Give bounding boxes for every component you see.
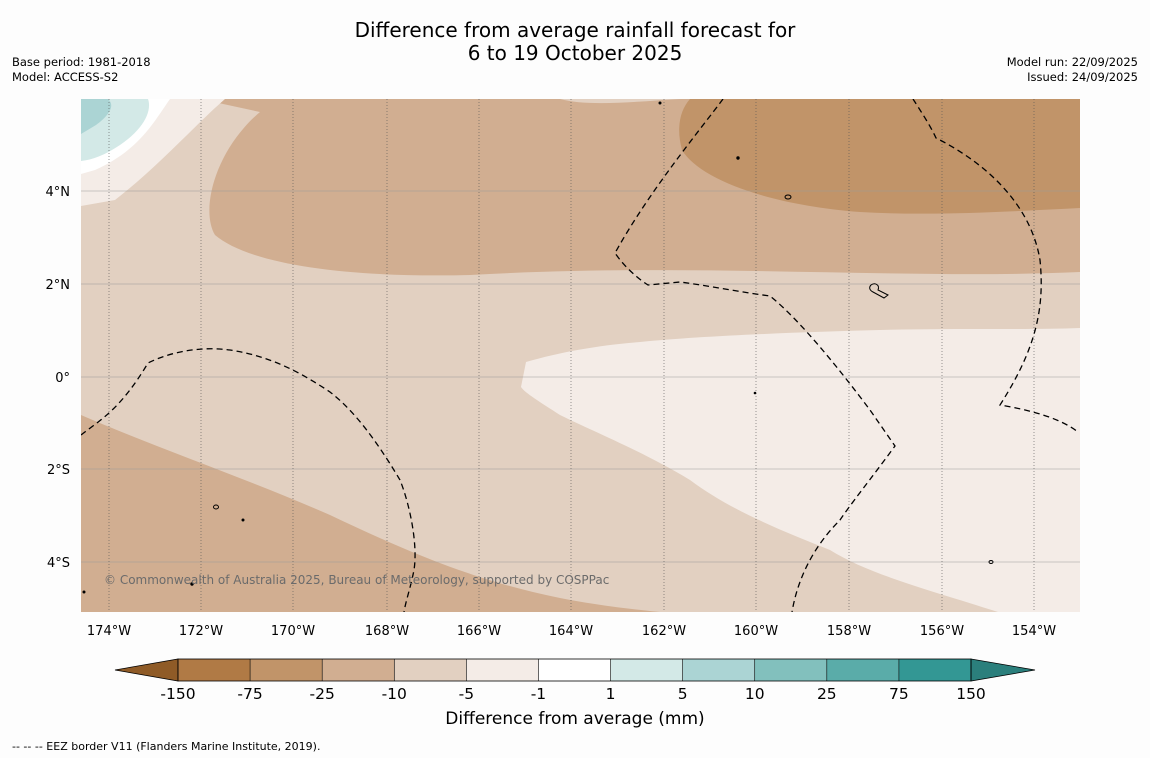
meta-left: Base period: 1981-2018 Model: ACCESS-S2	[12, 55, 151, 85]
lat-label: 4°N	[46, 185, 71, 200]
colorbar-segment-p10_25	[754, 659, 827, 681]
colorbar-segment-m1_1	[538, 659, 611, 681]
colorbar-tick-label: 1	[606, 685, 616, 703]
eez-borders	[81, 99, 1079, 612]
lat-label: 2°S	[47, 463, 70, 478]
title-line-1: Difference from average rainfall forecas…	[354, 18, 796, 42]
lon-label: 164°W	[549, 624, 593, 639]
zone-m25-m10-south	[81, 415, 660, 612]
colorbar-segment-p25_75	[826, 659, 899, 681]
island-9	[190, 582, 194, 586]
lon-label: 174°W	[87, 624, 131, 639]
zone-p5-p10	[81, 99, 112, 134]
islands	[82, 101, 994, 594]
lon-label: 162°W	[642, 624, 686, 639]
colorbar-segment-m5_m1	[466, 659, 539, 681]
lat-label: 4°S	[47, 556, 70, 571]
lat-label: 2°N	[46, 278, 71, 293]
colorbar-title: Difference from average (mm)	[445, 709, 705, 729]
issued-date: Issued: 24/09/2025	[1027, 70, 1138, 84]
colorbar-tick-label: -10	[382, 685, 407, 703]
colorbar-segment-m10_m5	[394, 659, 467, 681]
lon-label: 154°W	[1012, 624, 1056, 639]
island-3	[213, 504, 219, 510]
colorbar-segment-m25_m10	[322, 659, 395, 681]
island-10	[82, 590, 86, 594]
colorbar-segment-m75_m25	[250, 659, 323, 681]
colorbar-extend-high	[970, 658, 1036, 682]
colorbar-segment-p5_10	[682, 659, 755, 681]
island-2	[869, 283, 889, 299]
island-1	[784, 194, 792, 200]
colorbar-tick-label: 10	[745, 685, 765, 703]
colorbar-tick-label: 25	[817, 685, 837, 703]
colorbar: -150 -75 -25 -10 -5 -1 1 5 10 25 75 150	[114, 658, 1036, 703]
eez-legend-note: -- -- -- EEZ border V11 (Flanders Marine…	[12, 740, 321, 753]
colorbar-tick-label: 5	[678, 685, 688, 703]
zone-m75-m25	[679, 99, 1080, 214]
colorbar-tick-label: -25	[310, 685, 335, 703]
map-title: Difference from average rainfall forecas…	[0, 19, 1150, 65]
colorbar-tick-label: 75	[889, 685, 909, 703]
rainfall-anomaly-field: © Commonwealth of Australia 2025, Bureau…	[81, 99, 1080, 612]
colorbar-tick-label: 150	[956, 685, 986, 703]
colorbar-tick-label: -75	[237, 685, 262, 703]
lon-label: 168°W	[365, 624, 409, 639]
latitude-labels: 4°N 2°N 0° 2°S 4°S	[46, 185, 71, 571]
lon-label: 166°W	[457, 624, 501, 639]
colorbar-tick-label: -1	[531, 685, 546, 703]
latitude-gridlines	[81, 190, 1080, 563]
colorbar-extend-low	[114, 658, 179, 682]
longitude-labels: 174°W 172°W 170°W 168°W 166°W 164°W 162°W 160°W…	[87, 624, 1056, 639]
island-7	[753, 391, 757, 395]
lon-label: 160°W	[734, 624, 778, 639]
eez-border-east	[912, 99, 1079, 433]
model-run: Model run: 22/09/2025	[1006, 55, 1138, 69]
base-period: Base period: 1981-2018	[12, 55, 151, 69]
colorbar-segment-m150_m75	[178, 659, 251, 681]
lon-label: 172°W	[179, 624, 223, 639]
colorbar-segment-p1_5	[610, 659, 683, 681]
model-name: Model: ACCESS-S2	[12, 70, 119, 84]
lon-label: 158°W	[827, 624, 871, 639]
colorbar-tick-label: -5	[459, 685, 474, 703]
lon-label: 170°W	[271, 624, 315, 639]
title-line-2: 6 to 19 October 2025	[467, 41, 683, 65]
zone-m5-m1-east	[521, 328, 1080, 612]
copyright-text: © Commonwealth of Australia 2025, Bureau…	[104, 573, 609, 587]
colorbar-tick-label: -150	[160, 685, 195, 703]
eez-border-central	[614, 99, 896, 612]
island-4	[241, 518, 245, 522]
lat-label: 0°	[55, 371, 70, 386]
meta-right: Model run: 22/09/2025 Issued: 24/09/2025	[1007, 55, 1138, 85]
island-8	[988, 560, 994, 564]
island-6	[658, 101, 662, 105]
lon-label: 156°W	[920, 624, 964, 639]
island-5	[736, 156, 740, 160]
colorbar-segment-p75_150	[898, 659, 971, 681]
